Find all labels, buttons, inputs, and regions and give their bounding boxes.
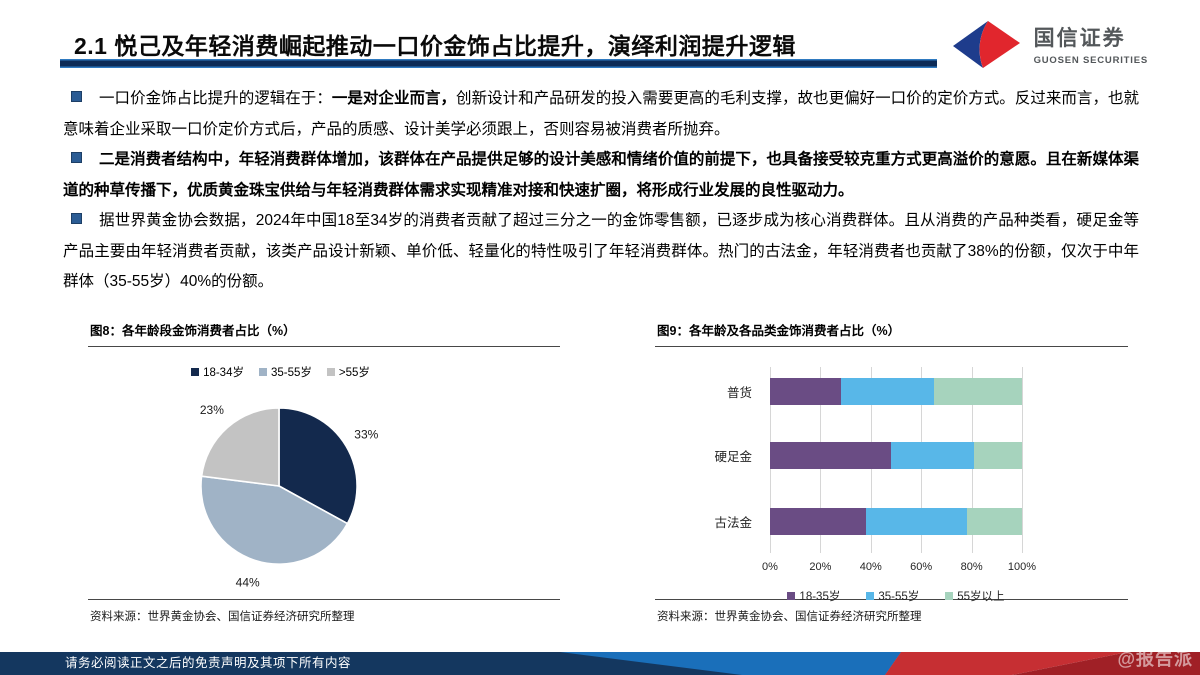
pie-slice: [277, 407, 358, 525]
legend-swatch-icon: [258, 368, 267, 376]
pie-legend: 18-34岁 35-55岁 >55岁: [88, 364, 473, 380]
x-axis-tick-label: 0%: [762, 561, 778, 573]
footer-bar: 请务必阅读正文之后的免责声明及其项下所有内容: [0, 652, 1200, 675]
x-axis-tick-label: 40%: [859, 561, 882, 573]
x-axis-tick-label: 60%: [910, 561, 933, 573]
figure-9-bottom-rule: [655, 599, 1128, 600]
bullet-text: 一口价金饰占比提升的逻辑在于：: [99, 90, 332, 107]
figure-8-title: 图8：各年龄段金饰消费者占比（%）: [90, 324, 296, 338]
company-logo: 国信证券 GUOSEN SECURITIES: [950, 18, 1148, 70]
page-title: 2.1 悦己及年轻消费崛起推动一口价金饰占比提升，演绎利润提升逻辑: [74, 33, 796, 59]
bar-segment: [933, 378, 1022, 405]
legend-label: 35-55岁: [270, 367, 312, 379]
bar-segment: [865, 508, 967, 535]
figure-8-body: 18-34岁 35-55岁 >55岁 33% 44% 23%: [88, 347, 560, 599]
bar-category-label: 硬足金: [714, 450, 752, 464]
figure-9-source: 资料来源：世界黄金协会、国信证券经济研究所整理: [657, 611, 922, 623]
legend-label: 35-55岁: [878, 591, 920, 603]
footer-ribbon-graphic: [0, 652, 1200, 675]
bullet-paragraph: 一口价金饰占比提升的逻辑在于：一是对企业而言，创新设计和产品研发的投入需要更高的…: [63, 84, 1139, 145]
bar-category-label: 普货: [726, 386, 752, 400]
bar-segment: [966, 508, 1022, 535]
legend-swatch-icon: [326, 368, 335, 376]
figure-9-body: 普货硬足金古法金 0% 20% 40% 60% 80% 100% 18-35岁 35-55岁…: [655, 347, 1128, 603]
bar-chart-legend: 18-35岁 35-55岁 55岁以上: [770, 588, 1022, 604]
legend-label: 18-35岁: [799, 591, 841, 603]
legend-label: >55岁: [338, 367, 370, 379]
legend-label: 18-34岁: [203, 367, 244, 379]
legend-swatch-icon: [945, 592, 954, 600]
figure-8-bottom-rule: [88, 599, 560, 600]
legend-item: 18-35岁: [787, 588, 840, 604]
bar-segment: [770, 378, 841, 405]
pie-chart: 33% 44% 23%: [199, 403, 378, 590]
bar-segment: [840, 378, 934, 405]
pie-slice: [200, 407, 280, 487]
legend-item: 55岁以上: [945, 588, 1005, 604]
footer-disclaimer: 请务必阅读正文之后的免责声明及其项下所有内容: [65, 656, 352, 670]
bar-chart-area: 普货硬足金古法金 0% 20% 40% 60% 80% 100% 18-35岁 35-55岁…: [655, 367, 1128, 604]
legend-swatch-icon: [787, 592, 796, 600]
logo-text: 国信证券 GUOSEN SECURITIES: [1034, 22, 1148, 66]
bar-category-label: 古法金: [714, 516, 752, 530]
gridline: [1022, 367, 1023, 553]
legend-swatch-icon: [866, 592, 875, 600]
pie-data-label: 44%: [235, 575, 259, 589]
figure-8-source: 资料来源：世界黄金协会、国信证券经济研究所整理: [90, 611, 355, 623]
bullet-square-icon: [71, 213, 82, 224]
x-axis-tick-label: 100%: [1007, 561, 1037, 573]
bar-row: 古法金: [714, 508, 1022, 535]
bullet-square-icon: [71, 91, 82, 102]
pie-chart-area: 18-34岁 35-55岁 >55岁 33% 44% 23%: [88, 347, 473, 590]
pie-data-label: 33%: [354, 427, 378, 441]
bar-segment: [974, 442, 1022, 469]
bar-segment: [890, 442, 975, 469]
bar-chart-x-axis: 0% 20% 40% 60% 80% 100%: [762, 561, 1036, 576]
bullet-text: 一是对企业而言，: [331, 90, 457, 107]
figure-9-top-rule: [655, 346, 1128, 347]
body-text: 一口价金饰占比提升的逻辑在于：一是对企业而言，创新设计和产品研发的投入需要更高的…: [63, 84, 1139, 298]
logo-name-en: GUOSEN SECURITIES: [1033, 55, 1148, 66]
bullet-paragraph: 二是消费者结构中，年轻消费群体增加，该群体在产品提供足够的设计美感和情绪价值的前…: [63, 145, 1139, 206]
guosen-logo-icon: [952, 21, 1020, 68]
legend-item: 35-55岁: [258, 364, 312, 380]
bar-chart-plot: 普货硬足金古法金: [714, 367, 1023, 553]
figure-9-title: 图9：各年龄及各品类金饰消费者占比（%）: [657, 324, 901, 338]
bullet-text: 据世界黄金协会数据，2024年中国18至34岁的消费者贡献了超过三分之一的金饰零…: [63, 212, 1139, 290]
logo-name-cn: 国信证券: [1033, 27, 1126, 50]
legend-label: 55岁以上: [957, 591, 1005, 603]
bullet-paragraph: 据世界黄金协会数据，2024年中国18至34岁的消费者贡献了超过三分之一的金饰零…: [63, 206, 1139, 298]
bullet-text: 二是消费者结构中，年轻消费群体增加，该群体在产品提供足够的设计美感和情绪价值的前…: [63, 151, 1139, 199]
pie-data-label: 23%: [199, 403, 223, 417]
x-axis-tick-label: 80%: [960, 561, 983, 573]
bar-segment: [770, 442, 891, 469]
bar-row: 硬足金: [714, 442, 1022, 469]
legend-item: 18-34岁: [191, 364, 244, 380]
watermark: @报告派: [1117, 649, 1193, 669]
figure-8: 图8：各年龄段金饰消费者占比（%） 18-34岁 35-55岁 >55岁 33% 44…: [88, 318, 560, 626]
pie-slice: [199, 475, 348, 565]
bar-row: 普货: [727, 378, 1022, 405]
bullet-text: 创新设计和产品研发的投入需要更高的毛利支撑，故也更偏好一口价的定价方式。反过来而…: [63, 90, 1139, 138]
legend-item: >55岁: [326, 364, 370, 380]
title-underline: [60, 59, 937, 68]
legend-swatch-icon: [191, 368, 200, 376]
figure-9: 图9：各年龄及各品类金饰消费者占比（%） 普货硬足金古法金 0% 20% 40% 60…: [655, 318, 1128, 626]
x-axis-tick-label: 20%: [809, 561, 832, 573]
bullet-square-icon: [71, 152, 82, 163]
figure-8-top-rule: [88, 346, 560, 347]
legend-item: 35-55岁: [866, 588, 919, 604]
bar-segment: [770, 508, 866, 535]
